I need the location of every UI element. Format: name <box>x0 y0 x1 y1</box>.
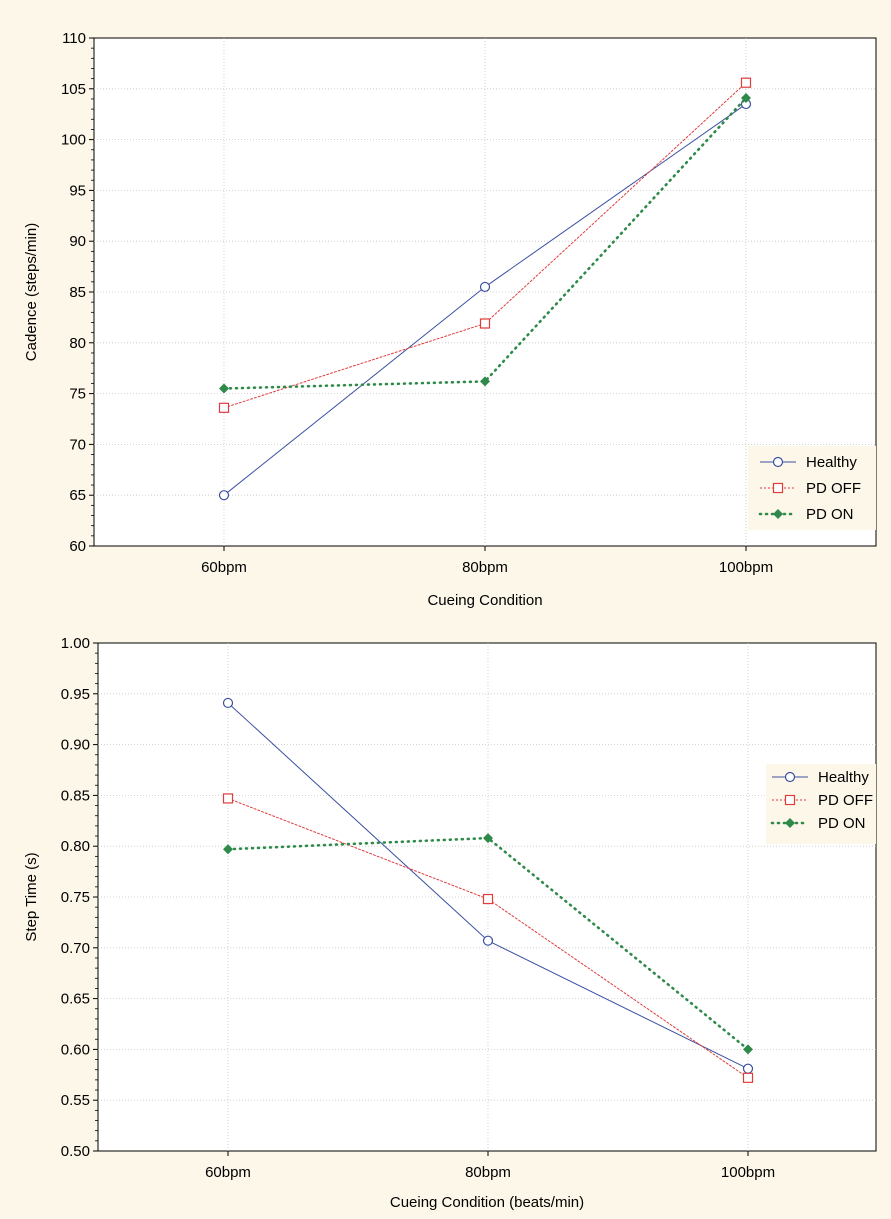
series-line-pd-on <box>222 96 748 390</box>
step-time-y-ticks: 0.50 0.55 0.60 0.65 0.70 0.75 0.80 0.85 0.90 0.95… <box>61 635 98 1160</box>
data-point-healthy-60bpm <box>218 490 230 501</box>
y-tick-label: 95 <box>69 182 86 199</box>
y-tick-label: 60 <box>69 538 86 555</box>
cadence-y-ticks: 60 65 70 75 80 85 90 95 100 105 110 <box>61 30 94 555</box>
data-point-pd-on-100bpm <box>743 1044 753 1055</box>
y-tick-label: 90 <box>69 233 86 250</box>
data-point-pd-off-100bpm <box>740 77 752 88</box>
legend-healthy-marker <box>772 456 784 468</box>
legend-pd-on-label: PD ON <box>806 506 854 523</box>
data-point-pd-on-100bpm <box>741 92 751 103</box>
data-point-pd-on-80bpm <box>480 376 490 387</box>
data-point-healthy-60bpm <box>222 697 234 709</box>
legend-pd-off-label: PD OFF <box>806 480 861 497</box>
y-tick-label: 0.50 <box>61 1143 90 1160</box>
y-tick-label: 0.55 <box>61 1092 90 1109</box>
y-tick-label: 105 <box>61 81 86 98</box>
step-time-x-ticks: 60bpm 80bpm 100bpm <box>205 1151 775 1181</box>
legend-pd-off-marker <box>784 794 796 806</box>
legend-pd-on-marker <box>785 818 795 828</box>
y-tick-label: 0.85 <box>61 787 90 804</box>
data-point-healthy-80bpm <box>482 935 494 946</box>
y-tick-label: 85 <box>69 284 86 301</box>
data-point-pd-off-80bpm <box>482 893 494 905</box>
step-time-chart: 0.50 0.55 0.60 0.65 0.70 0.75 0.80 0.85 0.90 0.95… <box>23 635 877 1211</box>
legend-healthy-marker <box>784 771 796 783</box>
y-tick-label: 80 <box>69 335 86 352</box>
cadence-chart: 60 65 70 75 80 85 90 95 100 105 110 60bpm 80bpm 100b… <box>23 30 877 609</box>
data-point-pd-off-80bpm <box>479 318 491 329</box>
cadence-legend: Healthy PD OFF PD ON <box>748 446 876 530</box>
y-tick-label: 0.75 <box>61 889 90 906</box>
series-line-pd-off <box>227 797 749 1079</box>
cadence-y-axis-label: Cadence (steps/min) <box>23 223 40 361</box>
legend-pd-on-label: PD ON <box>818 815 866 832</box>
step-time-series <box>222 697 754 1083</box>
cadence-series <box>218 77 752 501</box>
x-tick-label: 100bpm <box>719 559 773 576</box>
data-point-pd-off-60bpm <box>222 793 234 804</box>
y-tick-label: 110 <box>62 30 86 47</box>
cadence-x-ticks: 60bpm 80bpm 100bpm <box>201 546 773 576</box>
y-tick-label: 0.60 <box>61 1041 90 1058</box>
y-tick-label: 1.00 <box>61 635 90 652</box>
data-point-healthy-80bpm <box>479 281 491 293</box>
y-tick-label: 0.80 <box>61 838 90 855</box>
data-point-pd-on-60bpm <box>223 844 233 855</box>
y-tick-label: 0.65 <box>61 991 90 1008</box>
x-tick-label: 80bpm <box>465 1164 511 1181</box>
y-tick-label: 75 <box>69 386 86 403</box>
data-point-pd-off-60bpm <box>218 402 230 413</box>
data-point-pd-on-60bpm <box>219 383 229 394</box>
data-point-healthy-100bpm <box>742 1063 754 1074</box>
data-point-pd-off-100bpm <box>742 1072 754 1083</box>
y-tick-label: 0.90 <box>61 737 90 754</box>
y-tick-label: 0.95 <box>61 686 90 703</box>
legend-pd-off-label: PD OFF <box>818 792 873 809</box>
legend-pd-on-marker <box>773 509 783 519</box>
legend-pd-off-marker <box>772 482 784 494</box>
step-time-y-axis-label: Step Time (s) <box>23 852 40 941</box>
x-tick-label: 60bpm <box>201 559 247 576</box>
y-tick-label: 100 <box>61 132 86 149</box>
x-tick-label: 100bpm <box>721 1164 775 1181</box>
legend-healthy-label: Healthy <box>818 769 869 786</box>
x-tick-label: 80bpm <box>462 559 508 576</box>
legend-healthy-label: Healthy <box>806 454 857 471</box>
x-tick-label: 60bpm <box>205 1164 251 1181</box>
cadence-x-axis-label: Cueing Condition <box>427 592 542 609</box>
y-tick-label: 70 <box>69 436 86 453</box>
y-tick-label: 0.70 <box>61 940 90 957</box>
y-tick-label: 65 <box>69 487 86 504</box>
step-time-legend: Healthy PD OFF PD ON <box>766 764 876 844</box>
data-point-pd-on-80bpm <box>483 833 493 844</box>
step-time-x-axis-label: Cueing Condition (beats/min) <box>390 1194 584 1211</box>
